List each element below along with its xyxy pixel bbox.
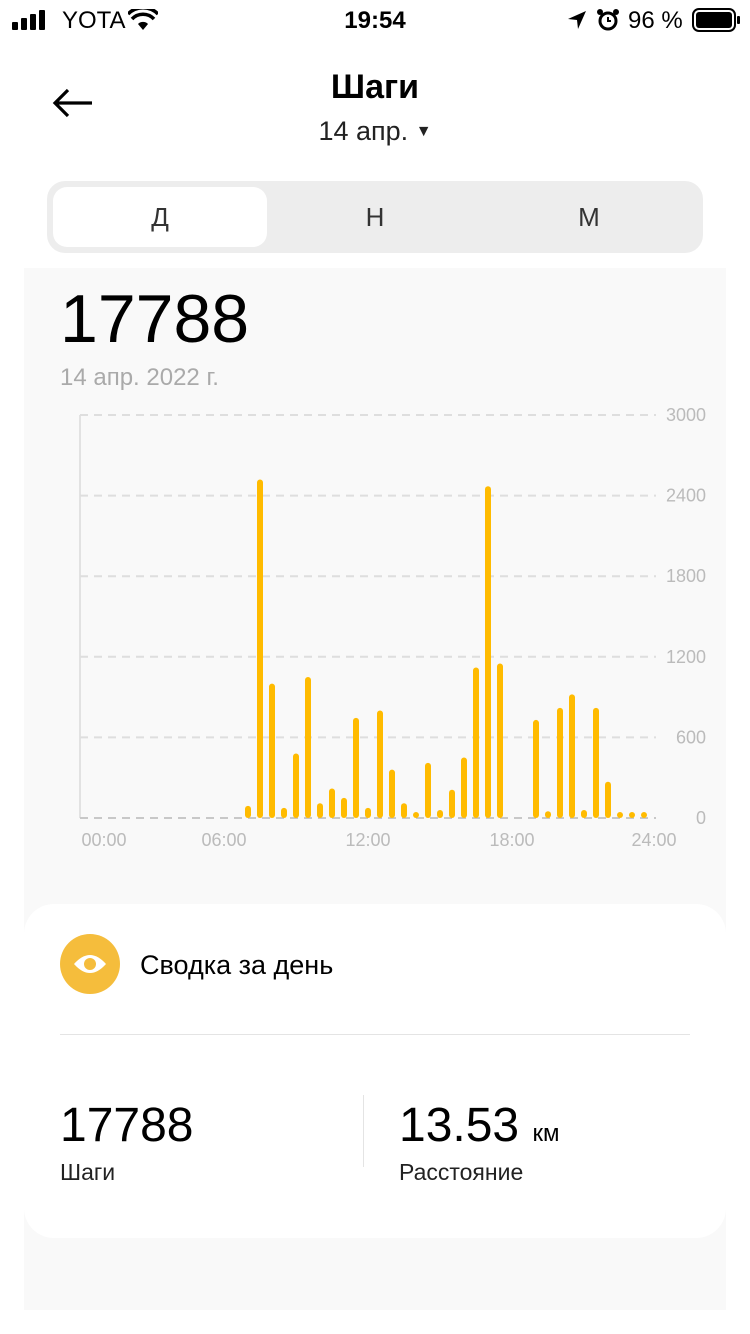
x-tick-label: 24:00 xyxy=(631,830,676,850)
bar xyxy=(617,812,623,818)
bar xyxy=(581,809,587,818)
y-tick-label: 2400 xyxy=(666,486,706,506)
bar xyxy=(365,807,371,818)
bar xyxy=(437,809,443,818)
y-tick-label: 3000 xyxy=(666,405,706,425)
distance-unit: км xyxy=(532,1120,560,1147)
status-bar: YOTA 19:54 96 % xyxy=(0,0,750,40)
carrier: YOTA xyxy=(62,7,126,34)
bar xyxy=(293,753,299,818)
bar xyxy=(329,788,335,818)
clock: 19:54 xyxy=(344,7,406,34)
bar xyxy=(485,486,491,818)
bar xyxy=(533,719,539,818)
bar xyxy=(389,769,395,818)
tab-day[interactable]: Д xyxy=(53,187,267,247)
location-icon xyxy=(568,11,586,29)
bar xyxy=(317,803,323,818)
steps-value: 17788 xyxy=(60,1099,194,1152)
divider xyxy=(60,1034,690,1035)
bar xyxy=(569,694,575,818)
day-summary-card xyxy=(24,904,726,1238)
x-tick-label: 18:00 xyxy=(489,830,534,850)
bar xyxy=(605,781,611,818)
bar xyxy=(341,797,347,818)
y-tick-label: 600 xyxy=(676,727,706,747)
date-label: 14 апр. xyxy=(318,116,409,146)
bar xyxy=(353,717,359,818)
bar xyxy=(497,663,503,818)
summary-date: 14 апр. 2022 г. xyxy=(60,364,219,391)
alarm-icon xyxy=(597,9,619,31)
bar xyxy=(245,805,251,818)
tab-week[interactable]: Н xyxy=(365,202,385,232)
bar xyxy=(257,479,263,818)
x-tick-label: 00:00 xyxy=(81,830,126,850)
y-tick-label: 1200 xyxy=(666,647,706,667)
y-tick-label: 0 xyxy=(696,808,706,828)
bar xyxy=(281,807,287,818)
steps-chart: 0 600 1200 1800 2400 3000 00:00 06:00 12:00 18:00… xyxy=(79,405,706,850)
bar xyxy=(305,676,311,818)
battery-icon xyxy=(692,8,740,32)
eye-icon xyxy=(60,934,120,994)
page-title: Шаги xyxy=(330,68,420,106)
bar xyxy=(269,683,275,818)
bar xyxy=(641,812,647,818)
caret-down-icon: ▼ xyxy=(415,123,432,140)
card-title: Сводка за день xyxy=(140,950,334,980)
vertical-divider xyxy=(363,1095,364,1167)
arrow-left-icon[interactable] xyxy=(52,88,94,118)
bar xyxy=(545,811,551,818)
steps-label: Шаги xyxy=(60,1159,116,1185)
bar xyxy=(401,803,407,818)
x-tick-label: 06:00 xyxy=(201,830,246,850)
x-tick-label: 12:00 xyxy=(345,830,390,850)
total-steps: 17788 xyxy=(60,281,250,357)
bar xyxy=(425,762,431,818)
bar xyxy=(449,789,455,818)
distance-label: Расстояние xyxy=(399,1159,524,1185)
tab-month[interactable]: М xyxy=(578,202,600,232)
distance-stat: 13.53 км xyxy=(399,1098,559,1153)
battery-percent: 96 % xyxy=(628,7,683,34)
bar xyxy=(593,707,599,818)
signal-icon xyxy=(12,10,45,30)
bar xyxy=(461,757,467,818)
bar xyxy=(413,812,419,818)
date-dropdown[interactable]: 14 апр. ▼ xyxy=(0,116,750,147)
bar xyxy=(473,667,479,818)
distance-value: 13.53 xyxy=(399,1099,520,1152)
bar xyxy=(557,707,563,818)
wifi-icon xyxy=(128,9,158,30)
y-tick-label: 1800 xyxy=(666,566,706,586)
period-tabs: Д Н М xyxy=(47,181,703,253)
bar xyxy=(377,710,383,818)
bar xyxy=(629,812,635,818)
